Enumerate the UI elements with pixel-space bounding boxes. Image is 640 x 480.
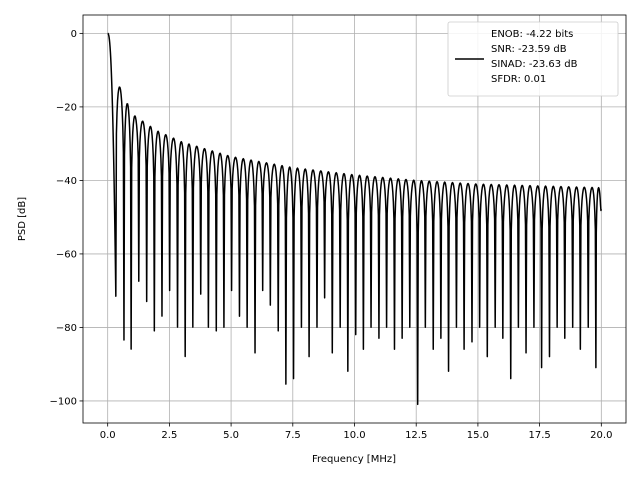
x-tick-label: 17.5 <box>528 430 550 441</box>
legend: ENOB: -4.22 bits SNR: -23.59 dB SINAD: -… <box>447 21 619 97</box>
x-axis-ticks: 0.0 2.5 5.0 7.5 10.0 12.5 15.0 17.5 20.0 <box>100 423 612 441</box>
x-tick-label: 20.0 <box>590 430 612 441</box>
x-tick-label: 15.0 <box>467 430 489 441</box>
legend-entry-sinad: SINAD: -23.63 dB <box>491 59 578 70</box>
x-tick-label: 10.0 <box>343 430 365 441</box>
psd-trace <box>107 32 603 406</box>
y-axis-ticks: 0 −20 −40 −60 −80 −100 <box>50 29 83 407</box>
y-tick-label: −100 <box>50 396 77 407</box>
y-tick-label: −20 <box>56 102 77 113</box>
y-axis-label: PSD [dB] <box>17 197 28 241</box>
legend-entry-sfdr: SFDR: 0.01 <box>491 74 546 85</box>
x-tick-label: 12.5 <box>405 430 427 441</box>
x-tick-label: 0.0 <box>100 430 116 441</box>
y-tick-label: −80 <box>56 323 77 334</box>
y-tick-label: −60 <box>56 249 77 260</box>
x-axis-label: Frequency [MHz] <box>312 454 396 465</box>
x-tick-label: 2.5 <box>161 430 177 441</box>
x-tick-label: 5.0 <box>223 430 239 441</box>
legend-entry-snr: SNR: -23.59 dB <box>491 44 567 55</box>
legend-box <box>447 21 619 97</box>
y-tick-label: 0 <box>71 29 77 40</box>
psd-series-line <box>107 32 603 406</box>
x-tick-label: 7.5 <box>285 430 301 441</box>
y-tick-label: −40 <box>56 176 77 187</box>
legend-entry-enob: ENOB: -4.22 bits <box>491 29 573 40</box>
